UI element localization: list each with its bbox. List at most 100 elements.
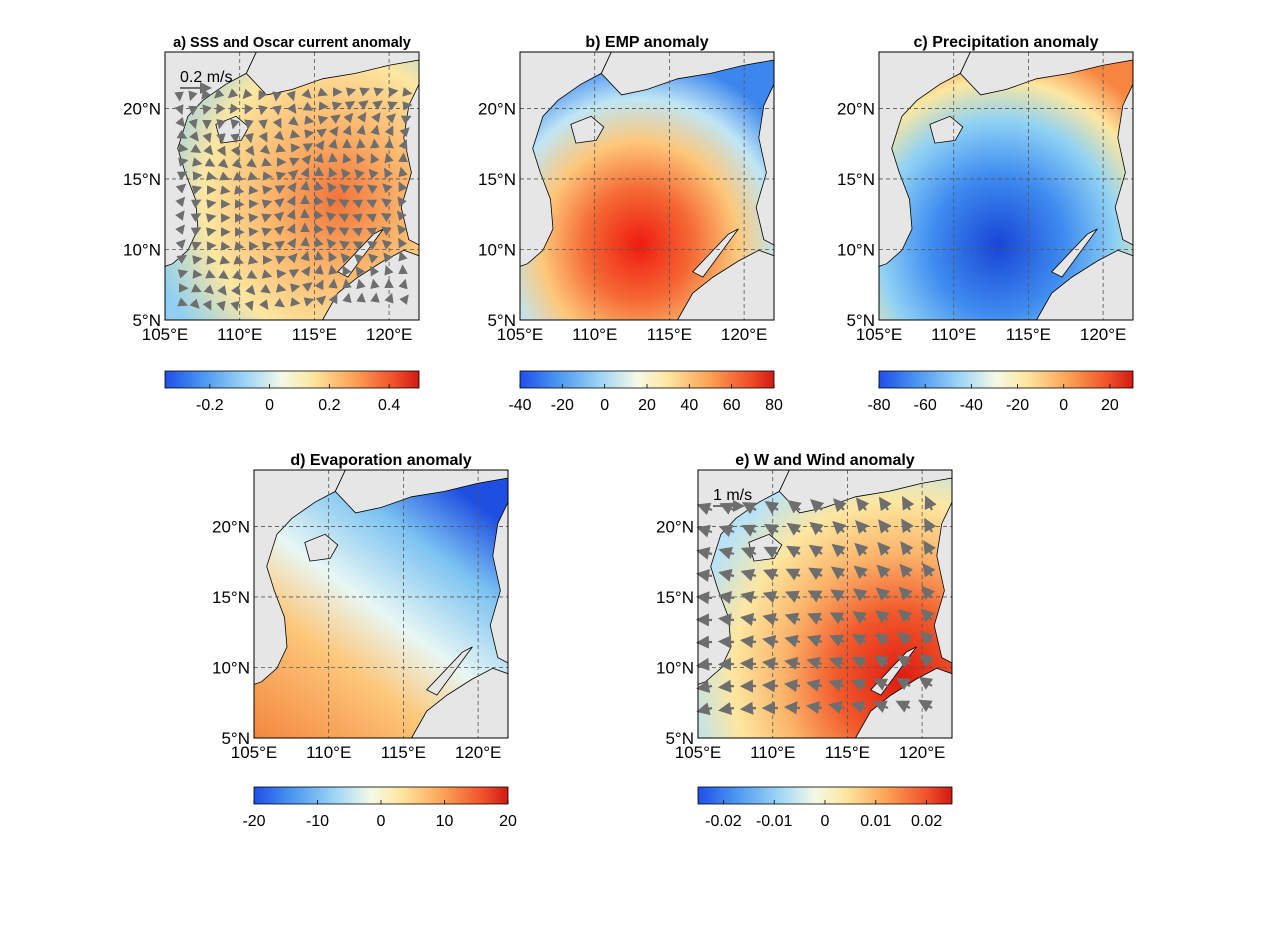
vector-arrow [742,708,756,709]
colorbar-tick-label: 0.4 [378,397,400,414]
vector-arrow [249,217,257,218]
xtick-label: 110°E [572,325,617,344]
colorbar-tick-label: 0.01 [860,813,891,830]
vector-arrow [207,245,215,246]
panel-title: b) EMP anomaly [585,34,708,51]
vector-arrow [221,246,229,247]
colorbar-tick-label: -80 [867,397,890,414]
colorbar-tick-label: 20 [638,397,656,414]
xtick-label: 110°E [306,743,351,762]
colorbar-tick-label: -20 [1006,397,1029,414]
vector-arrow [361,294,362,302]
colorbar-tick-label: -0.02 [705,813,742,830]
vector-arrow [698,664,712,666]
xtick-label: 110°E [217,325,262,344]
colorbar-tick-label: 10 [436,813,454,830]
colorbar-tick-label: 0.2 [318,397,340,414]
vector-arrow [389,91,397,92]
vector-arrow [263,176,271,177]
colorbar-tick-label: 80 [765,397,783,414]
vector-arrow [235,134,236,142]
vector-arrow [333,280,334,288]
ytick-label: 20°N [478,99,516,118]
vector-arrow [360,140,361,148]
vector-arrow [277,273,285,274]
xtick-label: 115°E [292,325,337,344]
colorbar-tick-label: -20 [242,813,265,830]
panel-title: a) SSS and Oscar current anomaly [173,35,411,51]
vector-arrow [786,707,800,708]
vector-arrow [318,252,319,260]
xtick-label: 110°E [931,325,976,344]
vector-arrow [193,274,201,275]
vector-arrow [403,105,411,106]
vector-arrow [720,619,734,620]
colorbar-tick-label: 0 [1059,397,1068,414]
colorbar-tick-label: -40 [508,397,531,414]
ytick-label: 15°N [656,588,694,607]
colorbar-tick-label: -10 [306,813,329,830]
ytick-label: 20°N [212,517,250,536]
ytick-label: 5°N [665,729,694,748]
panel-a: 0.2 m/sa) SSS and Oscar current anomaly1… [123,35,419,414]
vector-arrow [764,685,778,686]
ytick-label: 10°N [478,240,516,259]
colorbar-tick-label: -0.2 [196,397,224,414]
xtick-label: 110°E [750,743,795,762]
ytick-label: 10°N [212,658,250,677]
vector-arrow [742,663,756,664]
xtick-label: 120°E [899,743,946,762]
colorbar-tick-label: 0 [600,397,609,414]
panel-title: c) Precipitation anomaly [914,34,1099,51]
vector-arrow [305,238,306,246]
colorbar-tick-label: 0 [265,397,274,414]
colorbar-c [879,371,1133,388]
colorbar-tick-label: 40 [680,397,698,414]
ytick-label: 5°N [221,729,250,748]
vector-arrow [346,280,347,288]
colorbar-tick-label: -0.01 [756,813,793,830]
vector-arrow [374,140,375,148]
vector-arrow [207,260,215,261]
ytick-label: 20°N [656,517,694,536]
colorbar-tick-label: 0 [821,813,830,830]
ytick-label: 10°N [656,658,694,677]
colorbar-tick-label: 60 [723,397,741,414]
ytick-label: 5°N [487,311,516,330]
vector-arrow [720,686,734,687]
vector-arrow [403,154,404,162]
panel-title: d) Evaporation anomaly [290,452,471,469]
xtick-label: 120°E [1080,325,1127,344]
xtick-label: 115°E [381,743,426,762]
vector-arrow [249,231,257,232]
vector-arrow [249,190,257,191]
vector-arrow [332,154,333,162]
xtick-label: 120°E [366,325,413,344]
ytick-label: 10°N [123,240,161,259]
colorbar-tick-label: 0 [377,813,386,830]
xtick-label: 120°E [721,325,768,344]
colorbar-tick-label: -60 [914,397,937,414]
colorbar-tick-label: 20 [1101,397,1119,414]
xtick-label: 115°E [1006,325,1051,344]
vector-arrow [319,106,327,107]
ytick-label: 5°N [846,311,875,330]
colorbar-tick-label: 20 [499,813,517,830]
ytick-label: 20°N [837,99,875,118]
vector-arrow [389,140,390,148]
ytick-label: 15°N [478,170,516,189]
vector-arrow [698,642,712,643]
ytick-label: 10°N [837,240,875,259]
colorbar-a [165,371,419,388]
vector-arrow [698,597,712,598]
ytick-label: 20°N [123,99,161,118]
xtick-label: 120°E [455,743,502,762]
panel-title: e) W and Wind anomaly [735,452,915,469]
colorbar-tick-label: 0.02 [911,813,942,830]
vector-arrow [193,175,201,176]
